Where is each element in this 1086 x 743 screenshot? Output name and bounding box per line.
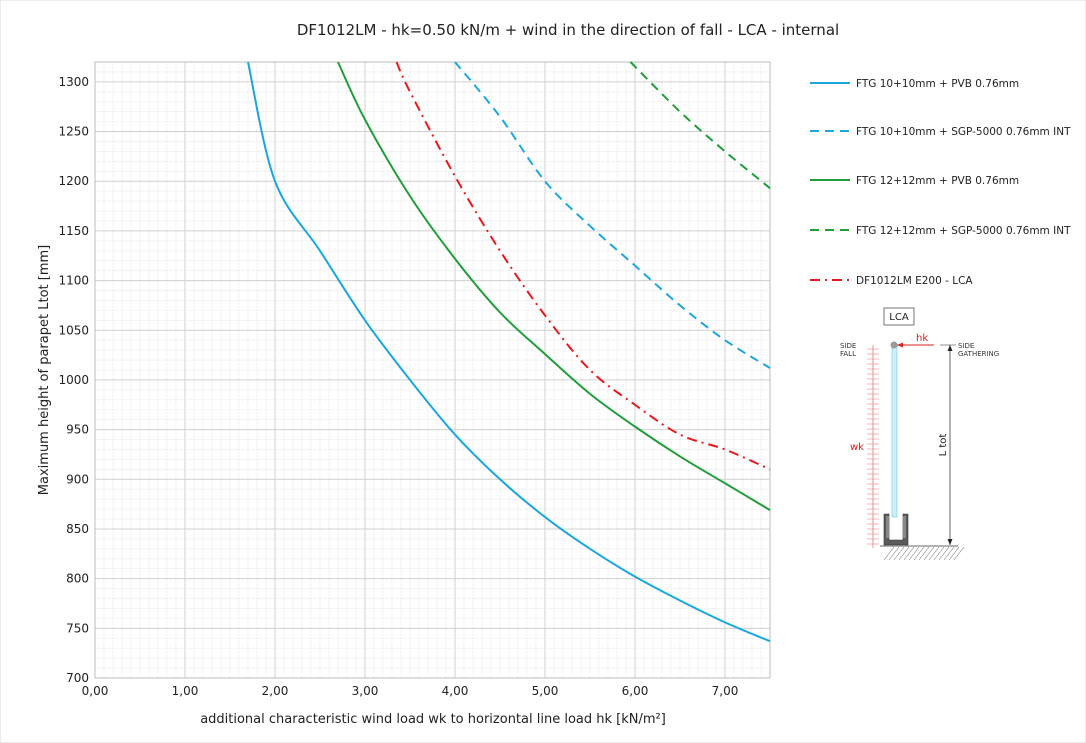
legend: FTG 10+10mm + PVB 0.76mm FTG 10+10mm + SG… [810, 78, 1071, 287]
x-tick-label: 2,00 [262, 684, 289, 698]
series-line-3 [337, 61, 771, 511]
floor-hatch-line [933, 546, 945, 561]
hk-arrow-head [897, 342, 903, 348]
hk-label: hk [916, 333, 928, 344]
series-line-1 [247, 61, 771, 643]
y-tick-label: 850 [66, 522, 89, 536]
floor-hatch-line [943, 546, 955, 561]
lca-diagram: LCA SIDE FALL SIDE GATHERING wk hk L tot [840, 307, 999, 561]
y-axis-ticks: 700 750 800 850 900 950 1000 1050 1100 1150 1200 12… [58, 75, 89, 685]
y-tick-label: 700 [66, 671, 89, 685]
y-tick-label: 1200 [58, 174, 89, 188]
glass-panel [891, 344, 898, 518]
ltot-arrow-bottom [947, 539, 953, 545]
ltot-arrow-top [947, 345, 953, 351]
x-tick-label: 0,00 [82, 684, 109, 698]
side-fall-label-2: FALL [840, 350, 856, 358]
y-tick-label: 1250 [58, 125, 89, 139]
y-tick-label: 750 [66, 621, 89, 635]
wk-label: wk [850, 442, 864, 453]
legend-entry-3: FTG 12+12mm + PVB 0.76mm [856, 175, 1019, 187]
floor-hatch-line [908, 546, 920, 561]
x-tick-label: 1,00 [172, 684, 199, 698]
floor-hatch-line [953, 546, 965, 561]
y-tick-label: 1150 [58, 224, 89, 238]
lca-box [883, 307, 915, 326]
wind-load-arrows [867, 348, 879, 545]
lca-box-label: LCA [889, 312, 909, 323]
floor-hatch-line [888, 546, 900, 561]
floor-hatch-line [918, 546, 930, 561]
base-profile-inner-left [886, 516, 889, 538]
legend-entry-5: DF1012LM E200 - LCA [856, 275, 973, 287]
series-line-4 [629, 61, 771, 189]
base-profile-inner-right [903, 516, 906, 538]
x-tick-label: 5,00 [532, 684, 559, 698]
side-gathering-label-1: SIDE [958, 342, 974, 350]
legend-entry-2: FTG 10+10mm + SGP-5000 0.76mm INT [856, 126, 1071, 138]
series-line-5 [395, 61, 771, 471]
y-tick-label: 1050 [58, 323, 89, 337]
series-line-2 [454, 61, 771, 369]
ltot-label: L tot [938, 434, 949, 457]
x-tick-label: 7,00 [712, 684, 739, 698]
plot-area [94, 61, 771, 679]
floor-hatch [883, 546, 965, 561]
x-axis-label: additional characteristic wind load wk t… [200, 712, 666, 727]
floor-hatch-line [913, 546, 925, 561]
side-gathering-label-2: GATHERING [958, 350, 999, 358]
y-tick-label: 800 [66, 572, 89, 586]
y-tick-label: 1000 [58, 373, 89, 387]
floor-hatch-line [948, 546, 960, 561]
floor-hatch-line [893, 546, 905, 561]
y-tick-label: 950 [66, 423, 89, 437]
y-tick-label: 1100 [58, 274, 89, 288]
grid [94, 61, 771, 679]
side-fall-label-1: SIDE [840, 342, 856, 350]
x-tick-label: 3,00 [352, 684, 379, 698]
x-tick-label: 4,00 [442, 684, 469, 698]
handrail-point [890, 341, 898, 349]
series-group [247, 61, 771, 643]
floor-hatch-line [898, 546, 910, 561]
legend-entry-4: FTG 12+12mm + SGP-5000 0.76mm INT [856, 225, 1071, 237]
floor-hatch-line [938, 546, 950, 561]
floor-hatch-line [928, 546, 940, 561]
y-tick-label: 1300 [58, 75, 89, 89]
floor-hatch-line [923, 546, 935, 561]
x-axis-ticks: 0,00 1,00 2,00 3,00 4,00 5,00 6,00 7,00 [82, 684, 739, 698]
y-axis-label: Maximum height of parapet Ltot [mm] [37, 245, 52, 495]
chart-title: DF1012LM - hk=0.50 kN/m + wind in the di… [297, 21, 839, 39]
x-tick-label: 6,00 [622, 684, 649, 698]
legend-entry-1: FTG 10+10mm + PVB 0.76mm [856, 78, 1019, 90]
floor-hatch-line [903, 546, 915, 561]
y-tick-label: 900 [66, 472, 89, 486]
floor-hatch-line [883, 546, 895, 561]
